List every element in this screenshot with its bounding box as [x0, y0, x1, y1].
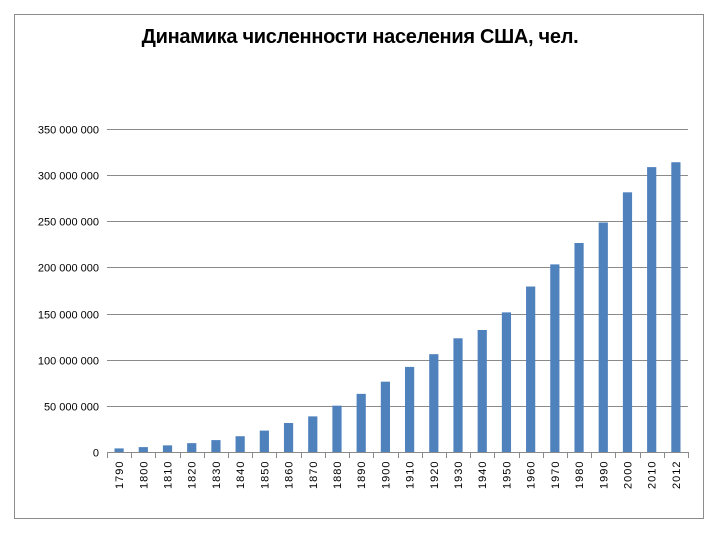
chart-title: Динамика численности населения США, чел. — [141, 26, 579, 48]
bar — [647, 167, 657, 453]
x-tick-label: 1960 — [526, 461, 538, 489]
x-tick-label: 1860 — [284, 461, 296, 489]
bar — [477, 330, 487, 452]
y-tick-label: 300 000 000 — [38, 171, 99, 183]
y-tick-label: 350 000 000 — [38, 125, 99, 137]
y-tick-label: 150 000 000 — [38, 310, 99, 322]
x-tick-label: 2010 — [647, 461, 659, 489]
x-tick-label: 1930 — [453, 461, 465, 489]
x-tick-label: 1840 — [235, 461, 247, 489]
bar — [405, 366, 415, 452]
bar — [380, 381, 390, 452]
x-tick-label: 1920 — [429, 461, 441, 489]
bar — [162, 445, 173, 452]
bar — [622, 192, 633, 452]
bar — [114, 448, 124, 452]
gridlines — [107, 129, 688, 407]
bar — [138, 447, 148, 452]
bar — [283, 423, 294, 452]
bar — [211, 440, 221, 452]
bar — [550, 264, 560, 452]
bars — [114, 162, 681, 453]
x-tick-label: 1880 — [332, 461, 344, 489]
bar — [356, 393, 366, 452]
bar — [453, 338, 463, 452]
x-tick-label: 1900 — [380, 461, 392, 489]
bar — [235, 436, 245, 452]
y-tick-label: 0 — [93, 448, 99, 460]
x-tick-label: 1810 — [163, 461, 175, 489]
x-tick-label: 1890 — [356, 461, 368, 489]
x-tick-label: 2012 — [671, 461, 683, 489]
y-axis-tick-labels: 0 50 000 000 100 000 000 150 000 000 200 000… — [38, 125, 99, 460]
bar — [671, 162, 681, 452]
x-tick-label: 1870 — [308, 461, 320, 489]
bar — [187, 443, 197, 452]
x-tick-label: 1990 — [598, 461, 610, 489]
bar — [574, 242, 584, 452]
x-axis: 1790 1800 1810 1820 1830 1840 1850 1860 1870 1880… — [107, 452, 689, 489]
bar — [332, 405, 342, 452]
bar — [429, 354, 439, 452]
x-tick-label: 1910 — [405, 461, 417, 489]
bar — [501, 312, 512, 452]
bar — [308, 416, 318, 452]
x-tick-label: 1850 — [259, 461, 271, 489]
bar — [598, 222, 608, 452]
bar — [259, 430, 269, 452]
y-tick-label: 200 000 000 — [38, 263, 99, 275]
bar — [526, 286, 536, 452]
y-tick-label: 100 000 000 — [38, 356, 99, 368]
x-tick-label: 1820 — [187, 461, 199, 489]
y-tick-label: 50 000 000 — [44, 402, 99, 414]
x-tick-label: 1800 — [138, 461, 150, 489]
x-tick-label: 1970 — [550, 461, 562, 489]
x-tick-label: 2000 — [622, 461, 634, 489]
x-tick-label: 1940 — [477, 461, 489, 489]
y-tick-label: 250 000 000 — [38, 217, 99, 229]
x-tick-label: 1950 — [501, 461, 513, 489]
x-tick-label: 1830 — [211, 461, 223, 489]
x-tick-label: 1980 — [574, 461, 586, 489]
x-tick-label: 1790 — [114, 461, 126, 489]
